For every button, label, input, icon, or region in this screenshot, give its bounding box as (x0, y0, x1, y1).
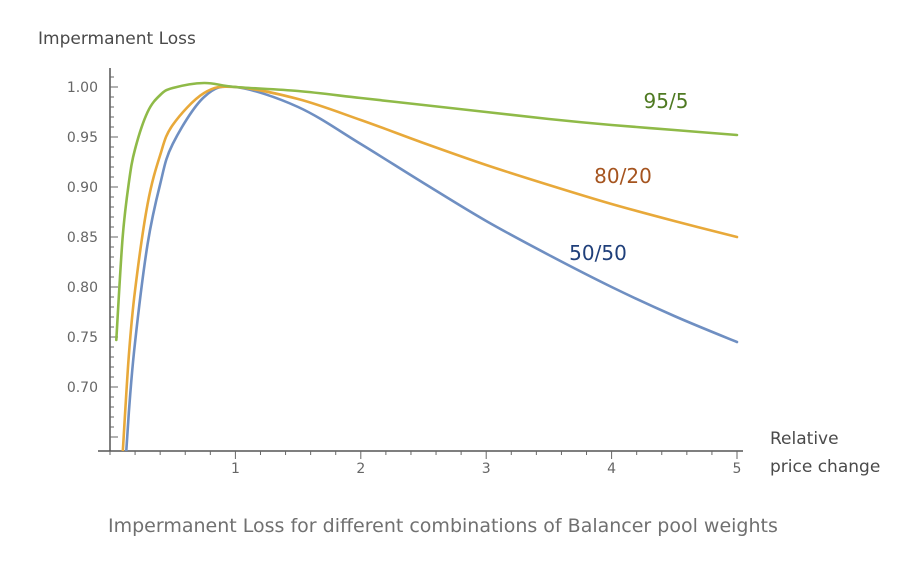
series-label-95-5: 95/5 (644, 89, 689, 113)
series-labels: 50/50 80/20 95/5 (569, 89, 688, 265)
series-lines (115, 81, 739, 451)
x-tick-label: 3 (482, 461, 491, 477)
y-tick-label: 0.85 (67, 230, 98, 246)
x-tick-label: 4 (607, 461, 616, 477)
series-line-50-50 (124, 85, 739, 451)
x-tick-label: 1 (231, 461, 240, 477)
y-tick-label: 0.75 (67, 330, 98, 346)
y-tick-label: 0.70 (67, 380, 98, 396)
x-axis-title-line-2: price change (770, 457, 880, 477)
y-tick-label: 1.00 (67, 80, 98, 96)
series-label-50-50: 50/50 (569, 241, 627, 265)
y-axis-title: Impermanent Loss (38, 29, 196, 49)
series-label-80-20: 80/20 (594, 164, 652, 188)
x-tick-label: 2 (356, 461, 365, 477)
series-line-95-5 (115, 81, 739, 342)
axes (98, 68, 743, 452)
x-axis-title: Relative price change (770, 429, 880, 477)
y-tick-label: 0.95 (67, 130, 98, 146)
chart-caption: Impermanent Loss for different combinati… (108, 515, 778, 537)
axis-ticks: 0.70 0.75 0.80 0.85 0.90 0.95 1.00 1 2 3 4 5 (67, 76, 742, 477)
y-tick-label: 0.80 (67, 280, 98, 296)
y-tick-label: 0.90 (67, 180, 98, 196)
x-tick-label: 5 (733, 461, 742, 477)
series-line-80-20 (121, 85, 739, 451)
x-axis-title-line-1: Relative (770, 429, 839, 449)
